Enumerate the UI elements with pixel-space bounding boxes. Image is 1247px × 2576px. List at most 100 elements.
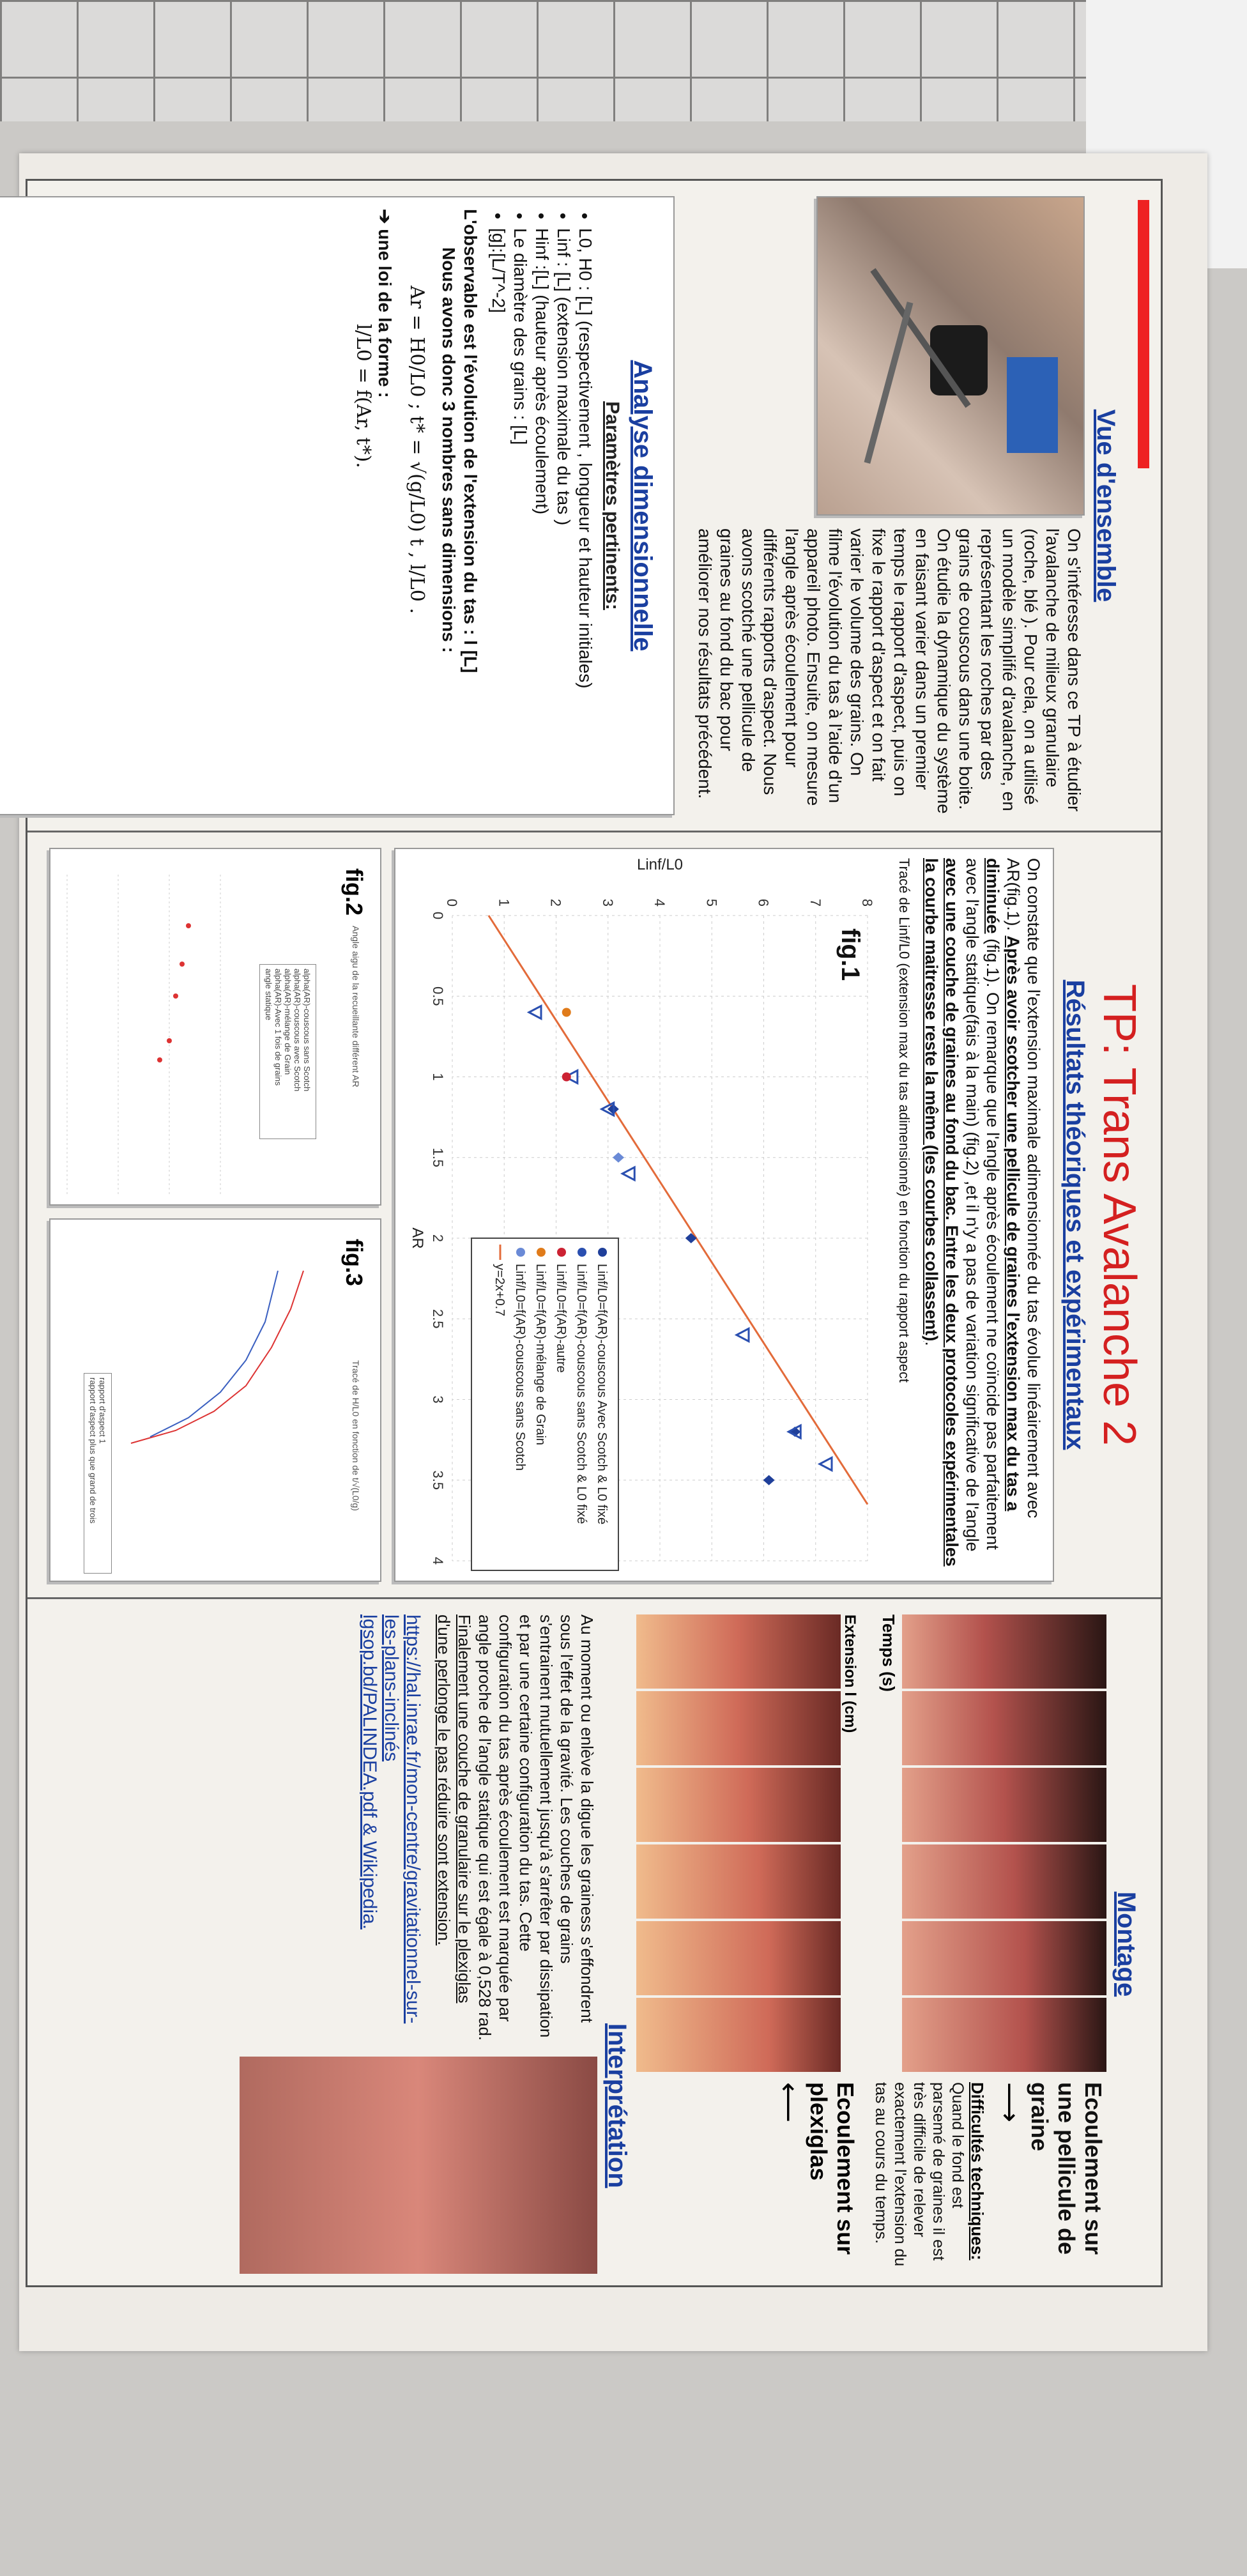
- data-point: [599, 1101, 615, 1117]
- legend-entry: Linf/L0=f(AR)-couscous sans Scotch: [513, 1264, 527, 1471]
- params-heading: Paramètres pertinents:: [602, 401, 623, 610]
- x-tick-label: 0.5: [430, 986, 446, 1006]
- fit-line: [487, 915, 869, 1505]
- grid-paper: [0, 0, 1247, 121]
- fig3-box: fig.3 Tracé de H/L0 en fonction de t/√(L…: [49, 1218, 381, 1582]
- y-tick-label: 3: [600, 899, 616, 907]
- frame: [902, 1921, 1106, 1995]
- dimensionless-text: Nous avons donc 3 nombres sans dimension…: [439, 247, 459, 653]
- y-axis-label: Linf/L0: [637, 858, 683, 873]
- frame: [636, 1921, 841, 1995]
- photo-strip-bottom: Extension l (cm): [636, 1614, 859, 2072]
- law-formula: l/L0 = f(Ar, t*).: [352, 324, 374, 468]
- photo-strip-top: Temps (s): [871, 1614, 1106, 2072]
- flow-label: Ecoulement sur une pellicule de graine: [1027, 2082, 1106, 2255]
- reference-link[interactable]: https://hal.inrae.fr/mon-centre/gravitat…: [381, 1614, 424, 2024]
- arrow-left-icon: ⟵: [773, 2082, 804, 2123]
- flow-frames-plexiglas: [636, 1614, 841, 2072]
- arrow-icon: ➔: [375, 209, 395, 229]
- data-point: [620, 1165, 636, 1182]
- data-point: [817, 1456, 833, 1472]
- results-box: On constate que l'extension maximale adi…: [394, 848, 1054, 1582]
- difficulties-text: Quand le fond est parsemé de graines il …: [872, 2082, 967, 2267]
- reference-link[interactable]: lgsop.bd/PALINDEA.pdf & Wikipedia.: [359, 1614, 380, 1930]
- formula: Ar = H0/L0 ; t* = √(g/L0) t , l/L0 .: [406, 286, 428, 614]
- legend-entry: Linf/L0=f(AR)-couscous Avec Scotch & L0 …: [595, 1264, 609, 1524]
- data-point: [562, 1072, 571, 1082]
- fig2-box: fig.2 Angle aigu de la recueillante diff…: [49, 848, 381, 1206]
- legend-marker: [557, 1248, 566, 1257]
- time-label: Temps (s): [879, 1614, 898, 1692]
- plexiglas-notes: Ecoulement sur plexiglas ⟵: [636, 2082, 859, 2274]
- legend-marker: [537, 1248, 546, 1257]
- fig1-caption: Tracé de Linf/L0 (extension max du tas a…: [896, 858, 912, 1383]
- legend-entry: Linf/L0=f(AR)-autre: [554, 1264, 568, 1373]
- param-item: L0, H0 : [L] (respectivement , longueur …: [574, 228, 596, 802]
- legend-marker: [578, 1248, 586, 1257]
- law-label: une loi de la forme :: [375, 229, 395, 398]
- frame: [902, 1614, 1106, 1689]
- y-tick-label: 2: [548, 899, 564, 907]
- legend-marker: [598, 1248, 607, 1257]
- y-tick-label: 7: [807, 899, 823, 907]
- x-tick-label: 4: [430, 1557, 446, 1565]
- red-accent-bar: [1138, 200, 1149, 468]
- frame: [636, 1768, 841, 1842]
- x-tick-label: 2.5: [430, 1309, 446, 1329]
- fig3-plot-marks: [130, 1270, 304, 1444]
- left-column: Vue d'ensemble On s'intéresse dans ce TP…: [0, 181, 1161, 832]
- analysis-box: Analyse dimensionnelle Paramètres pertin…: [0, 196, 675, 815]
- frame: [902, 1691, 1106, 1765]
- y-tick-label: 1: [496, 899, 512, 907]
- x-tick-label: 3: [430, 1395, 446, 1403]
- frame: [902, 1844, 1106, 1919]
- frame: [902, 1998, 1106, 2072]
- overview-text: On s'intéresse dans ce TP à étudier l'av…: [695, 528, 1084, 814]
- x-tick-label: 0: [430, 912, 446, 919]
- chart-title: fig.1: [836, 928, 864, 981]
- data-point: [562, 1008, 571, 1017]
- extension-label: Extension l (cm): [841, 1614, 859, 1733]
- frame: [636, 1614, 841, 1689]
- tripod-leg: [864, 302, 914, 464]
- x-axis-label: AR: [409, 1227, 426, 1248]
- flow2-label: Ecoulement sur plexiglas: [806, 2082, 859, 2255]
- closeup-photo: [240, 2057, 597, 2274]
- interpretation-heading: Interprétation: [603, 2023, 631, 2188]
- frame: [902, 1768, 1106, 1842]
- x-tick-label: 1: [430, 1073, 446, 1080]
- references: https://hal.inrae.fr/mon-centre/gravitat…: [358, 1614, 424, 2046]
- legend-marker: [516, 1248, 525, 1257]
- results-text-part: (fig.1). On remarque que l'angle après é…: [963, 858, 1002, 1552]
- fig2-plot-marks: [66, 875, 221, 1194]
- camera-box: [1007, 357, 1058, 453]
- legend-fit-entry: y=2x+0.7: [493, 1264, 507, 1316]
- right-column: Montage Temps (s) Ecoulement sur une pel…: [27, 1599, 1161, 2289]
- legend-entry: Linf/L0=f(AR)-couscous sans Scotch & L0 …: [574, 1264, 588, 1524]
- y-tick-label: 6: [756, 899, 772, 907]
- data-point: [685, 1233, 697, 1243]
- y-tick-label: 5: [703, 899, 719, 907]
- fig1-chart: 0 1 2 3 4 5 6 7 8 0 0.5 1 1.5 2 2.5 3 3.5 4 AR Linf/L0 fig.1…: [409, 856, 875, 1571]
- data-point: [526, 1004, 542, 1020]
- interpretation-text-block: Au moment ou enlève la digue les graines…: [240, 1614, 597, 2046]
- frame: [636, 1998, 841, 2072]
- data-point: [613, 1152, 624, 1163]
- photo-axis-labels: Temps (s): [878, 1614, 898, 2072]
- frame: [636, 1844, 841, 1919]
- y-tick-label: 4: [652, 899, 668, 907]
- data-point: [786, 1423, 802, 1440]
- interpretation-conclusion: Finalement une couche de granulaire sur …: [434, 1614, 474, 2004]
- poster: Vue d'ensemble On s'intéresse dans ce TP…: [0, 179, 1163, 2289]
- x-tick-label: 2: [430, 1234, 446, 1242]
- overview-heading: Vue d'ensemble: [1092, 409, 1120, 602]
- middle-column: TP: Trans Avalanche 2 Résultats théoriqu…: [27, 832, 1161, 1599]
- setup-notes: Ecoulement sur une pellicule de graine ⟶…: [871, 2082, 1106, 2274]
- interpretation-text: Au moment ou enlève la digue les graines…: [475, 1614, 597, 2041]
- arrow-right-icon: ⟶: [994, 2082, 1025, 2123]
- analysis-heading: Analyse dimensionnelle: [629, 360, 657, 652]
- results-text-part: .: [922, 1341, 941, 1346]
- frame: [636, 1691, 841, 1765]
- data-point: [763, 1475, 775, 1485]
- y-tick-label: 0: [444, 899, 460, 907]
